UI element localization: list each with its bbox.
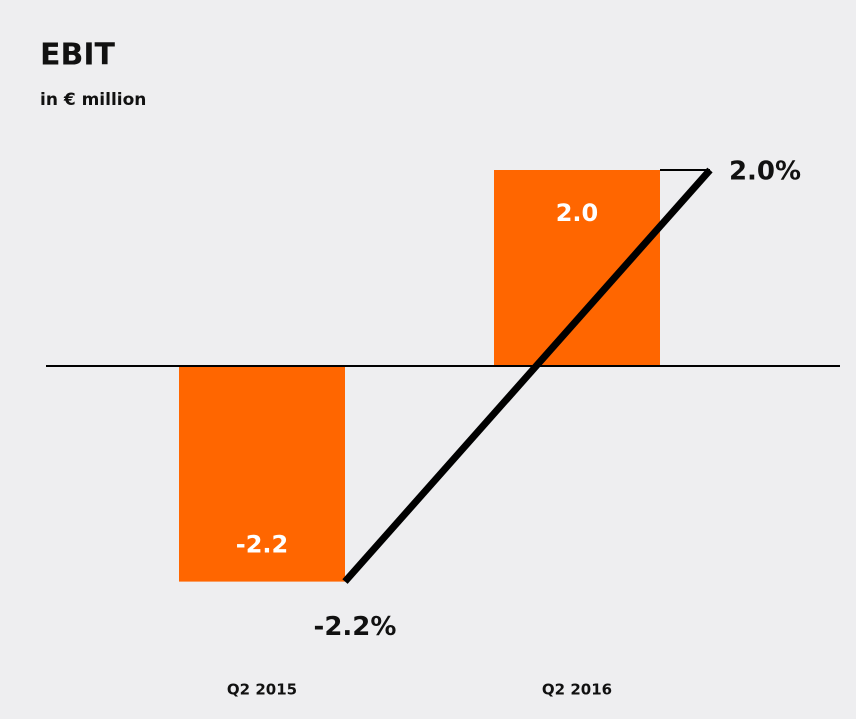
- bar-value-label: 2.0: [556, 199, 599, 227]
- margin-label: 2.0%: [729, 157, 801, 187]
- margin-label: -2.2%: [314, 612, 397, 642]
- x-tick-label: Q2 2016: [542, 681, 612, 699]
- bar-value-label: -2.2: [236, 531, 288, 559]
- chart-subtitle: in € million: [40, 90, 146, 110]
- bar: [494, 170, 660, 366]
- chart-title: EBIT: [40, 38, 116, 73]
- margin-line: [342, 167, 713, 584]
- x-tick-label: Q2 2015: [227, 681, 297, 699]
- bar: [179, 366, 345, 582]
